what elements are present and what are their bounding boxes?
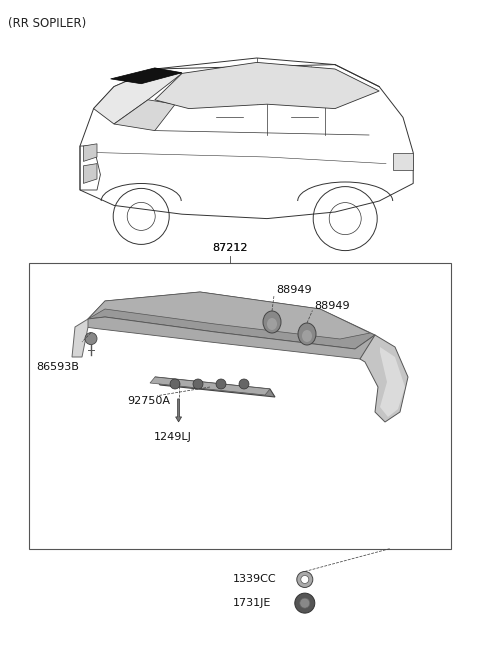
Ellipse shape [267,318,277,330]
Text: 1249LJ: 1249LJ [154,432,192,442]
Polygon shape [380,347,405,417]
Circle shape [300,598,310,608]
Circle shape [239,379,249,389]
Text: (RR SOPILER): (RR SOPILER) [8,17,86,30]
Text: 88949: 88949 [314,300,350,311]
Polygon shape [88,292,375,349]
Text: 87212: 87212 [213,243,248,254]
Text: 88949: 88949 [276,285,312,296]
Polygon shape [85,317,380,359]
Ellipse shape [263,311,281,333]
Ellipse shape [298,323,316,345]
Polygon shape [88,292,370,339]
Polygon shape [150,377,270,395]
Circle shape [170,379,180,389]
Circle shape [85,332,97,345]
Circle shape [301,576,309,583]
Circle shape [295,593,315,613]
Text: 86593B: 86593B [36,361,79,372]
Polygon shape [114,100,175,131]
Text: 1339CC: 1339CC [233,574,276,585]
Polygon shape [94,69,182,124]
Text: 1731JE: 1731JE [233,598,271,608]
Polygon shape [393,152,413,170]
Polygon shape [155,377,275,397]
Polygon shape [110,68,182,83]
Polygon shape [84,144,97,162]
Circle shape [216,379,226,389]
Polygon shape [84,164,97,183]
Circle shape [297,572,313,587]
Text: 92750A: 92750A [127,396,170,406]
Polygon shape [72,319,88,357]
Text: 87212: 87212 [213,243,248,254]
Polygon shape [155,62,379,108]
Ellipse shape [302,330,312,342]
Polygon shape [360,335,408,422]
FancyArrow shape [176,399,181,422]
Bar [29,263,451,549]
Circle shape [193,379,203,389]
